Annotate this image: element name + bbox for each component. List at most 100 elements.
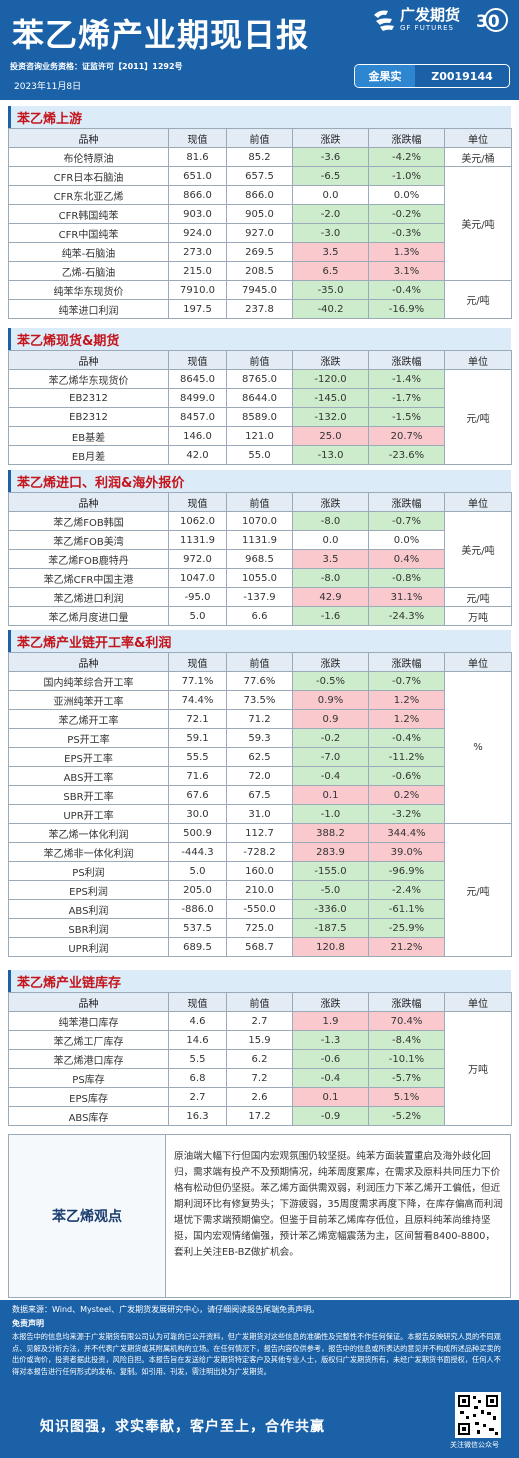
table-row: CFR中国纯苯 924.0 927.0 -3.0 -0.3% <box>8 223 512 243</box>
item-name-cell: 纯苯进口利润 <box>8 299 169 319</box>
table-header-row: 品种 现值 前值 涨跌 涨跌幅 单位 <box>8 128 512 148</box>
prev-cell: 71.2 <box>226 709 293 729</box>
cur-cell: 146.0 <box>168 426 227 446</box>
pct-cell: 39.0% <box>368 842 445 862</box>
column-header: 单位 <box>444 492 512 512</box>
item-name-cell: EB月差 <box>8 445 169 465</box>
cur-cell: 8499.0 <box>168 388 227 408</box>
prev-cell: 31.0 <box>226 804 293 824</box>
item-name-cell: 苯乙烯港口库存 <box>8 1049 169 1069</box>
pct-cell: -1.0% <box>368 166 445 186</box>
pct-cell: 70.4% <box>368 1011 445 1031</box>
column-header: 涨跌 <box>292 128 369 148</box>
prev-cell: 1131.9 <box>226 530 293 550</box>
item-name-cell: EB2312 <box>8 407 169 427</box>
item-name-cell: 布伦特原油 <box>8 147 169 167</box>
item-name-cell: ABS利润 <box>8 899 169 919</box>
cur-cell: 42.0 <box>168 445 227 465</box>
unit-cell: 美元/桶 <box>444 147 512 167</box>
column-header: 前值 <box>226 492 293 512</box>
table-row: 国内纯苯综合开工率 77.1% 77.6% -0.5% -0.7%% <box>8 671 512 824</box>
section-4: 苯乙烯产业链库存 品种 现值 前值 涨跌 涨跌幅 单位 纯苯港口库存 4.6 2.7 1.9 70.4… <box>8 970 512 1126</box>
item-name-cell: 苯乙烯非一体化利润 <box>8 842 169 862</box>
column-header: 品种 <box>8 128 169 148</box>
cur-cell: 8457.0 <box>168 407 227 427</box>
table-header-row: 品种 现值 前值 涨跌 涨跌幅 单位 <box>8 350 512 370</box>
pct-cell: 3.1% <box>368 261 445 281</box>
cur-cell: 1062.0 <box>168 511 227 531</box>
pct-cell: -23.6% <box>368 445 445 465</box>
prev-cell: 568.7 <box>226 937 293 957</box>
qr-caption: 关注微信公众号 <box>450 1441 499 1449</box>
cur-cell: 1131.9 <box>168 530 227 550</box>
section-3: 苯乙烯产业链开工率&利润 品种 现值 前值 涨跌 涨跌幅 单位 国内纯苯综合开工率 77.1% 7… <box>8 630 512 957</box>
item-name-cell: CFR韩国纯苯 <box>8 204 169 224</box>
report-title: 苯乙烯产业期现日报 <box>12 16 310 54</box>
column-header: 现值 <box>168 350 227 370</box>
prev-cell: 121.0 <box>226 426 293 446</box>
cur-cell: 2.7 <box>168 1087 227 1107</box>
prev-cell: 208.5 <box>226 261 293 281</box>
unit-cell: 美元/吨 <box>444 511 512 588</box>
item-name-cell: 苯乙烯FOB美湾 <box>8 530 169 550</box>
chg-cell: -3.6 <box>292 147 369 167</box>
cur-cell: 215.0 <box>168 261 227 281</box>
prev-cell: 968.5 <box>226 549 293 569</box>
item-name-cell: UPR利润 <box>8 937 169 957</box>
table-row: 苯乙烯月度进口量 5.0 6.6 -1.6 -24.3% 万吨 <box>8 606 512 626</box>
company-logo: 广发期货 GF FUTURES <box>372 8 460 32</box>
column-header: 单位 <box>444 350 512 370</box>
data-table: 品种 现值 前值 涨跌 涨跌幅 单位 苯乙烯华东现货价 8645.0 8765.0 -120.0-… <box>8 350 512 465</box>
item-name-cell: EB基差 <box>8 426 169 446</box>
cur-cell: 689.5 <box>168 937 227 957</box>
unit-cell: % <box>444 671 512 824</box>
cur-cell: 30.0 <box>168 804 227 824</box>
pct-cell: -8.4% <box>368 1030 445 1050</box>
prev-cell: 725.0 <box>226 918 293 938</box>
prev-cell: 2.7 <box>226 1011 293 1031</box>
unit-cell: 元/吨 <box>444 369 512 465</box>
prev-cell: 72.0 <box>226 766 293 786</box>
prev-cell: 112.7 <box>226 823 293 843</box>
table-row: 纯苯华东现货价 7910.0 7945.0 -35.0 -0.4% 元/吨 <box>8 280 512 319</box>
report-header: 苯乙烯产业期现日报 广发期货 GF FUTURES 30 投资咨询业务资格：证监… <box>0 0 519 100</box>
table-row: ABS利润 -886.0 -550.0 -336.0 -61.1% <box>8 899 512 919</box>
table-row: CFR韩国纯苯 903.0 905.0 -2.0 -0.2% <box>8 204 512 224</box>
column-header: 现值 <box>168 992 227 1012</box>
table-row: 苯乙烯FOB鹿特丹 972.0 968.5 3.5 0.4% <box>8 549 512 569</box>
chg-cell: 1.9 <box>292 1011 369 1031</box>
cur-cell: 4.6 <box>168 1011 227 1031</box>
item-name-cell: EPS利润 <box>8 880 169 900</box>
cur-cell: 8645.0 <box>168 369 227 389</box>
column-header: 品种 <box>8 492 169 512</box>
chg-cell: -8.0 <box>292 511 369 531</box>
table-header-row: 品种 现值 前值 涨跌 涨跌幅 单位 <box>8 992 512 1012</box>
disclaimer-title: 免责声明 <box>12 1319 44 1328</box>
column-header: 现值 <box>168 128 227 148</box>
chg-cell: -0.6 <box>292 1049 369 1069</box>
column-header: 涨跌 <box>292 992 369 1012</box>
cur-cell: -95.0 <box>168 587 227 607</box>
item-name-cell: UPR开工率 <box>8 804 169 824</box>
pct-cell: 20.7% <box>368 426 445 446</box>
cur-cell: -886.0 <box>168 899 227 919</box>
table-row: 苯乙烯FOB韩国 1062.0 1070.0 -8.0 -0.7% 美元/吨 <box>8 511 512 588</box>
analyst-badge: 金果实 Z0019144 <box>354 64 510 88</box>
chg-cell: -1.0 <box>292 804 369 824</box>
column-header: 涨跌幅 <box>368 992 445 1012</box>
table-row: 乙烯-石脑油 215.0 208.5 6.5 3.1% <box>8 261 512 281</box>
chg-cell: -132.0 <box>292 407 369 427</box>
table-row: UPR开工率 30.0 31.0 -1.0 -3.2% <box>8 804 512 824</box>
section-title: 苯乙烯上游 <box>8 106 511 128</box>
table-row: EB月差 42.0 55.0 -13.0 -23.6% <box>8 445 512 465</box>
table-row: 苯乙烯港口库存 5.5 6.2 -0.6 -10.1% <box>8 1049 512 1069</box>
pct-cell: 1.2% <box>368 709 445 729</box>
pct-cell: -3.2% <box>368 804 445 824</box>
chg-cell: -13.0 <box>292 445 369 465</box>
prev-cell: -137.9 <box>226 587 293 607</box>
column-header: 单位 <box>444 992 512 1012</box>
prev-cell: 7.2 <box>226 1068 293 1088</box>
unit-cell: 万吨 <box>444 1011 512 1126</box>
pct-cell: 0.0% <box>368 185 445 205</box>
